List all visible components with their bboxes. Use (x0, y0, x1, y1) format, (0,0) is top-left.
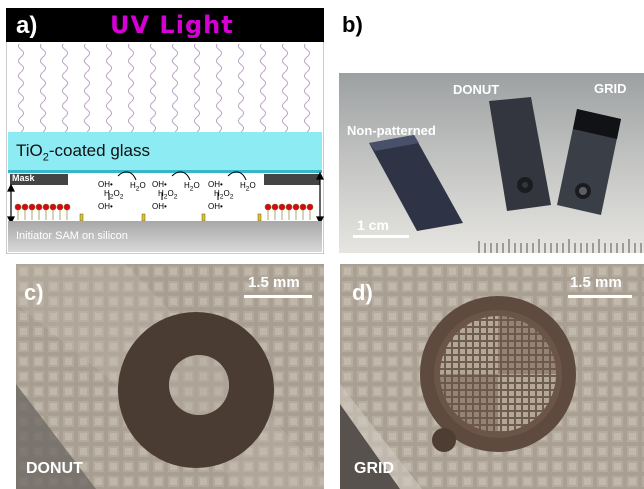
sam-dots-right (264, 203, 314, 220)
scale-bar-b (353, 235, 409, 238)
label-donut: DONUT (453, 82, 500, 97)
sam-dots-left (14, 203, 71, 220)
uv-light-title: UV Light (110, 11, 234, 39)
uv-rays (10, 44, 320, 132)
mask-label: Mask (12, 173, 35, 183)
grid-mesh (440, 316, 498, 374)
donut-sample (489, 97, 551, 211)
panel-b-label: b) (342, 12, 363, 37)
reaction-site-1: OH• H2O2 OH• (98, 180, 124, 211)
panel-c-label: c) (24, 280, 44, 305)
scale-label-d: 1.5 mm (570, 274, 622, 291)
reaction-site-3: OH• H2O2 OH• (208, 180, 234, 211)
samples-photo (339, 73, 644, 253)
gap-arrows (7, 171, 324, 225)
water-1: H2O (130, 181, 146, 193)
non-patterned-sample (369, 135, 463, 231)
reaction-site-2: OH• H2O2 OH• (152, 180, 178, 211)
panel-d-micrograph: d) 1.5 mm GRID (340, 264, 644, 489)
tio2-glass-label: TiO2-coated glass (16, 141, 151, 164)
caption-grid: GRID (354, 460, 394, 477)
reaction-arrows (108, 171, 247, 200)
scale-bar-c (244, 295, 312, 298)
scale-label-c: 1.5 mm (248, 274, 300, 291)
scale-label-b: 1 cm (357, 217, 389, 233)
label-non-patterned: Non-patterned (347, 123, 436, 138)
panel-a: a) UV Light TiO2-coated glass Mask Initi… (6, 8, 324, 254)
panel-d-label: d) (352, 280, 373, 305)
mask-right (264, 174, 320, 185)
panel-c-micrograph: c) 1.5 mm DONUT (16, 264, 324, 489)
scale-bar-d (568, 295, 632, 298)
grid-micrograph (340, 264, 644, 489)
tio2-glass (8, 132, 322, 172)
ruler (478, 239, 642, 253)
photocatalysis-schematic (6, 8, 324, 254)
water-2: H2O (184, 181, 200, 193)
uv-header-bar (6, 8, 324, 42)
caption-donut: DONUT (26, 460, 83, 477)
donut-micrograph (16, 264, 324, 489)
silicon-substrate (8, 221, 322, 252)
mask-left (10, 174, 68, 185)
label-grid: GRID (594, 81, 627, 96)
panel-a-label: a) (16, 12, 38, 39)
panel-b-photo: Non-patterned DONUT GRID 1 cm (339, 73, 644, 253)
substrate-label: Initiator SAM on silicon (16, 230, 128, 242)
water-3: H2O (240, 181, 256, 193)
